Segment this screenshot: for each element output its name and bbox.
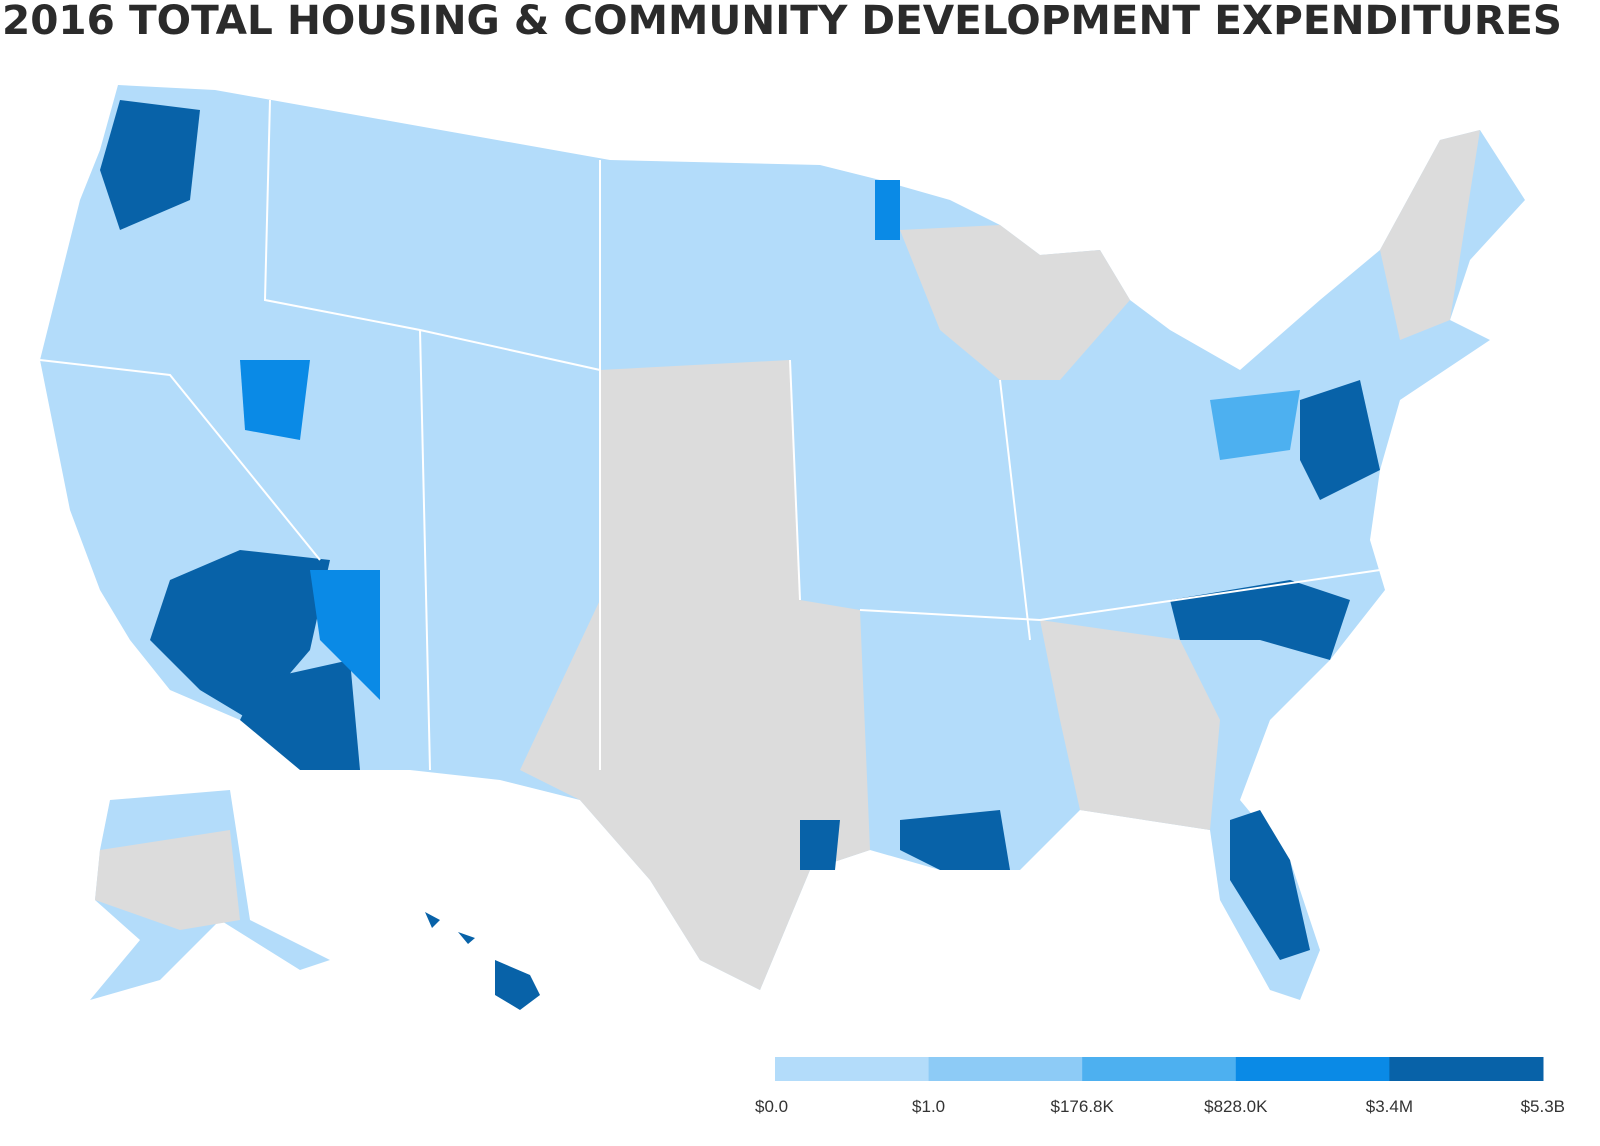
region: [240, 660, 360, 770]
legend-label: $176.8K: [1051, 1097, 1115, 1116]
no-data-region: [1380, 130, 1480, 340]
map-area: [39, 85, 1525, 1010]
region: [1170, 580, 1350, 660]
border: [39, 99, 1381, 771]
region: [100, 100, 200, 230]
region: [900, 810, 1010, 870]
legend-label: $3.4M: [1366, 1097, 1413, 1116]
legend-swatch: [1235, 1057, 1390, 1081]
region: [800, 820, 840, 870]
region: [310, 570, 380, 700]
no-data-region: [520, 360, 870, 990]
legend-label: $828.0K: [1204, 1097, 1268, 1116]
region: [240, 360, 310, 440]
legend-label: $5.3B: [1521, 1097, 1565, 1116]
legend-label: $1.0: [912, 1097, 945, 1116]
region: [1230, 810, 1310, 960]
region: [875, 180, 900, 240]
no-data-region: [95, 830, 240, 930]
region: [1300, 380, 1380, 500]
map-title: 2016 TOTAL HOUSING & COMMUNITY DEVELOPME…: [2, 0, 1562, 44]
no-data-region: [900, 225, 1130, 380]
hawaii: [425, 912, 475, 944]
legend-label: $0.0: [755, 1097, 788, 1116]
legend-swatch: [775, 1057, 930, 1081]
legend-swatch: [1082, 1057, 1237, 1081]
no-data-region: [1040, 620, 1220, 830]
legend: $0.0 $1.0 $176.8K $828.0K $3.4M $5.3B: [755, 1057, 1565, 1116]
region: [1210, 390, 1300, 460]
legend-swatch: [1389, 1057, 1544, 1081]
hawaii: [495, 960, 540, 1010]
legend-swatch: [928, 1057, 1083, 1081]
